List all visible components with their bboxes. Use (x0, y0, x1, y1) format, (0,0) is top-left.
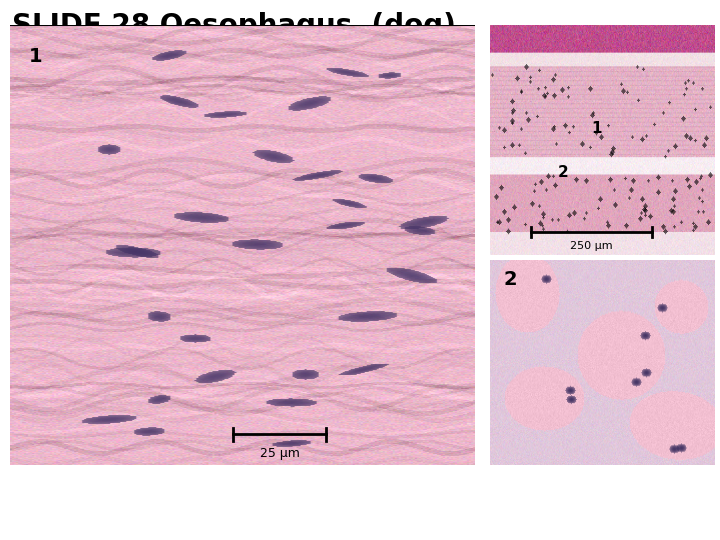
Text: How is the: How is the (12, 42, 94, 57)
Text: tunica muscularis: tunica muscularis (94, 42, 224, 57)
Text: 25 μm: 25 μm (260, 448, 300, 461)
Text: SLIDE 28 Oesophagus  (dog): SLIDE 28 Oesophagus (dog) (12, 12, 456, 40)
Text: 1: 1 (29, 47, 42, 66)
Text: 2: 2 (557, 165, 568, 180)
Text: 1: 1 (591, 121, 602, 136)
Text: 250 μm: 250 μm (570, 241, 613, 251)
Text: Tunica muscularis consists of :: Tunica muscularis consists of : (12, 58, 235, 73)
Text: subdivided further?: subdivided further? (224, 42, 372, 57)
Text: 2: 2 (503, 270, 517, 289)
